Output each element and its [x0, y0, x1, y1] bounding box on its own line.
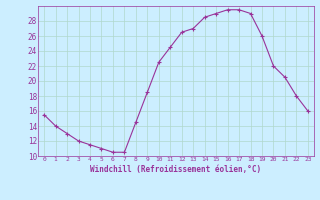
X-axis label: Windchill (Refroidissement éolien,°C): Windchill (Refroidissement éolien,°C): [91, 165, 261, 174]
